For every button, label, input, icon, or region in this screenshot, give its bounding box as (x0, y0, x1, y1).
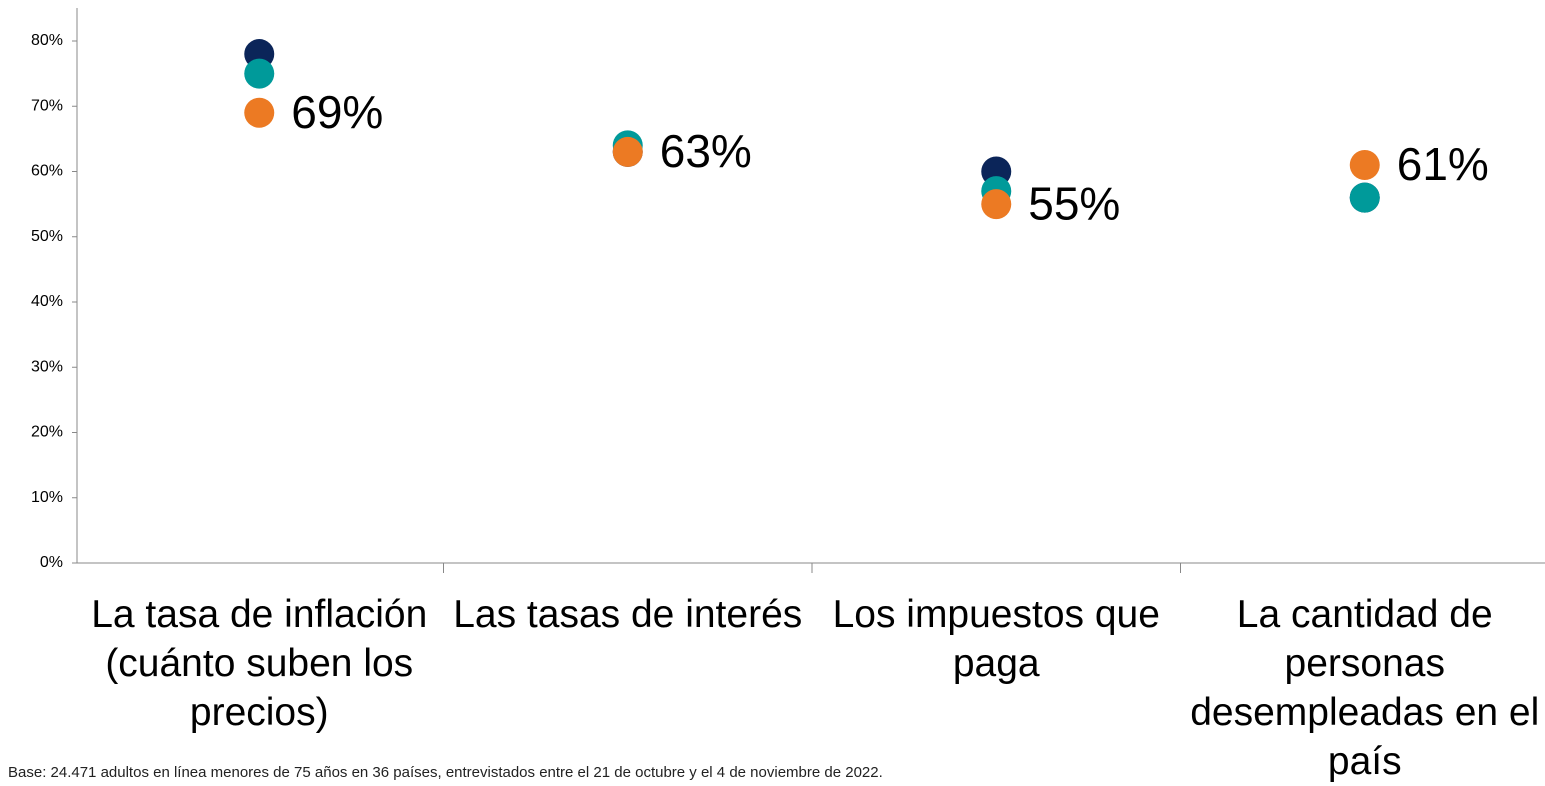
x-tick-label: Los impuestos que paga (832, 593, 1160, 685)
footnote: Base: 24.471 adultos en línea menores de… (8, 764, 883, 781)
dot (244, 58, 275, 89)
x-tick-label: La tasa de inflación (cuánto suben los p… (91, 593, 428, 734)
y-tick-label: 10% (31, 489, 63, 506)
value-label: 69% (291, 86, 383, 138)
y-tick-label: 30% (31, 358, 63, 375)
dot (244, 97, 275, 128)
value-label: 55% (1028, 177, 1120, 229)
y-tick-label: 20% (31, 424, 63, 441)
y-tick-label: 0% (40, 554, 63, 571)
dot (981, 189, 1012, 220)
value-label: 63% (660, 125, 752, 177)
y-tick-label: 60% (31, 163, 63, 180)
x-tick-label: La cantidad de personas desempleadas en … (1190, 593, 1540, 783)
dot (1349, 149, 1380, 180)
value-label: 61% (1397, 138, 1489, 190)
y-tick-label: 50% (31, 228, 63, 245)
y-tick-label: 80% (31, 32, 63, 49)
y-tick-label: 40% (31, 293, 63, 310)
x-tick-label: Las tasas de interés (453, 593, 803, 636)
dot (1349, 182, 1380, 213)
y-tick-label: 70% (31, 97, 63, 114)
dot (612, 136, 643, 167)
